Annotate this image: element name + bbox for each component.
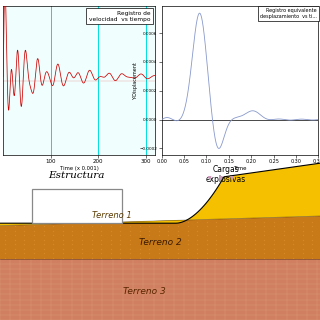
Text: Terreno 2: Terreno 2 — [139, 238, 181, 247]
Text: Terreno 1: Terreno 1 — [92, 212, 132, 220]
Text: Terreno 3: Terreno 3 — [123, 287, 165, 296]
Bar — [32, 189, 122, 223]
X-axis label: Time: Time — [233, 166, 247, 171]
Polygon shape — [0, 163, 320, 226]
Text: Estructura: Estructura — [49, 172, 105, 180]
Polygon shape — [0, 216, 320, 259]
X-axis label: Time (x 0.001): Time (x 0.001) — [60, 166, 99, 171]
Polygon shape — [0, 259, 320, 320]
Text: Cargas
explosivas: Cargas explosivas — [205, 165, 246, 184]
Text: Registro de
velocidad  vs tiempo: Registro de velocidad vs tiempo — [89, 11, 151, 22]
Y-axis label: Y-Displacement: Y-Displacement — [133, 62, 138, 100]
Text: Registro equivalente
desplazamiento  vs ti...: Registro equivalente desplazamiento vs t… — [260, 8, 317, 19]
